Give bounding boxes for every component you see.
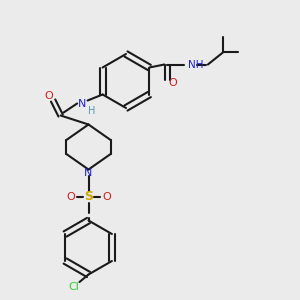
Text: N: N [84,167,93,178]
Text: O: O [102,191,111,202]
Text: S: S [84,190,93,203]
Text: N: N [77,98,86,109]
Text: O: O [44,91,53,101]
Text: Cl: Cl [68,281,79,292]
Text: O: O [168,77,177,88]
Text: O: O [66,191,75,202]
Text: H: H [88,106,96,116]
Text: NH: NH [188,59,204,70]
